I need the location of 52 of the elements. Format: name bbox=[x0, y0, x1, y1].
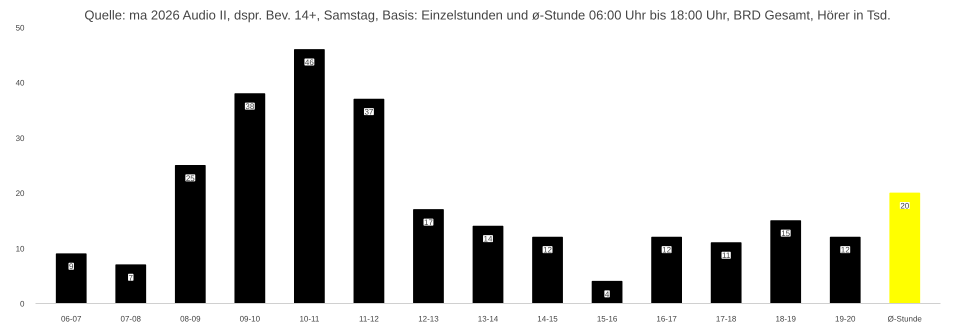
data-label: 46 bbox=[304, 58, 314, 67]
bar bbox=[592, 280, 622, 304]
data-label: 4 bbox=[604, 290, 610, 299]
x-tick-label: 12-13 bbox=[418, 314, 440, 324]
y-tick-label: 50 bbox=[16, 24, 26, 32]
y-tick-label: 0 bbox=[20, 300, 26, 308]
x-tick-label: 18-19 bbox=[775, 314, 796, 324]
bar bbox=[234, 93, 266, 304]
data-label: 12 bbox=[543, 246, 553, 255]
data-label: 15 bbox=[781, 229, 791, 238]
data-label: 20 bbox=[900, 202, 910, 211]
x-tick-label: 14-15 bbox=[537, 314, 558, 324]
bar bbox=[532, 236, 563, 304]
bar bbox=[174, 165, 206, 304]
x-tick-label: 09-10 bbox=[240, 314, 261, 324]
chart-title: Quelle: ma 2026 Audio II, dspr. Bev. 14+, Samstag, Basis: Einzelstunden und ø-Stunde 06:00 Uhr bis 18:00 Uhr, BRD Gesamt, Hörer in Tsd. bbox=[84, 8, 891, 22]
data-label: 12 bbox=[662, 246, 672, 255]
bar bbox=[413, 209, 444, 304]
data-label: 38 bbox=[245, 102, 255, 112]
bar bbox=[770, 220, 802, 304]
data-label: 9 bbox=[69, 262, 74, 272]
y-tick-label: 20 bbox=[16, 189, 26, 198]
x-tick-label: 07-08 bbox=[120, 314, 142, 324]
bar bbox=[56, 253, 87, 304]
data-label: 37 bbox=[364, 108, 374, 117]
x-tick-label: 16-17 bbox=[656, 314, 678, 324]
y-tick-label: 10 bbox=[16, 244, 26, 254]
x-tick-label: 08-09 bbox=[180, 314, 202, 324]
data-label: 25 bbox=[186, 174, 196, 183]
bar bbox=[651, 236, 682, 304]
bar bbox=[354, 98, 384, 304]
x-tick-label: 13-14 bbox=[478, 314, 499, 324]
data-label: 17 bbox=[424, 218, 434, 228]
bar bbox=[115, 264, 146, 304]
x-tick-label: 10-11 bbox=[299, 314, 320, 324]
x-tick-label: Ø-Stunde bbox=[888, 314, 922, 324]
bar bbox=[294, 49, 325, 304]
y-tick-label: 30 bbox=[16, 134, 26, 143]
bar bbox=[830, 236, 861, 304]
bar bbox=[710, 242, 742, 304]
data-label: 12 bbox=[840, 246, 850, 255]
data-label: 14 bbox=[484, 234, 493, 244]
y-tick-label: 40 bbox=[16, 78, 26, 88]
data-label: 7 bbox=[128, 273, 134, 282]
x-tick-label: 17-18 bbox=[716, 314, 737, 324]
data-label: 11 bbox=[722, 251, 731, 260]
x-tick-label: 15-16 bbox=[596, 314, 618, 324]
x-tick-label: 19-20 bbox=[835, 314, 856, 324]
bar bbox=[889, 192, 920, 304]
bar bbox=[472, 226, 504, 304]
x-tick-label: 11-12 bbox=[358, 314, 380, 324]
x-tick-label: 06-07 bbox=[60, 314, 82, 324]
